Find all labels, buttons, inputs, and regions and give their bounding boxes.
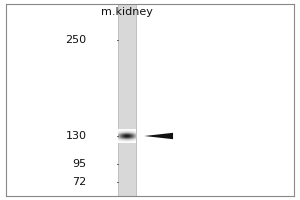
Text: 95: 95 [73,159,87,169]
Text: 250: 250 [65,35,87,45]
Text: 72: 72 [72,177,87,187]
Text: m.kidney: m.kidney [101,7,153,17]
Polygon shape [144,133,173,139]
Text: 130: 130 [66,131,87,141]
Bar [118,4,136,196]
